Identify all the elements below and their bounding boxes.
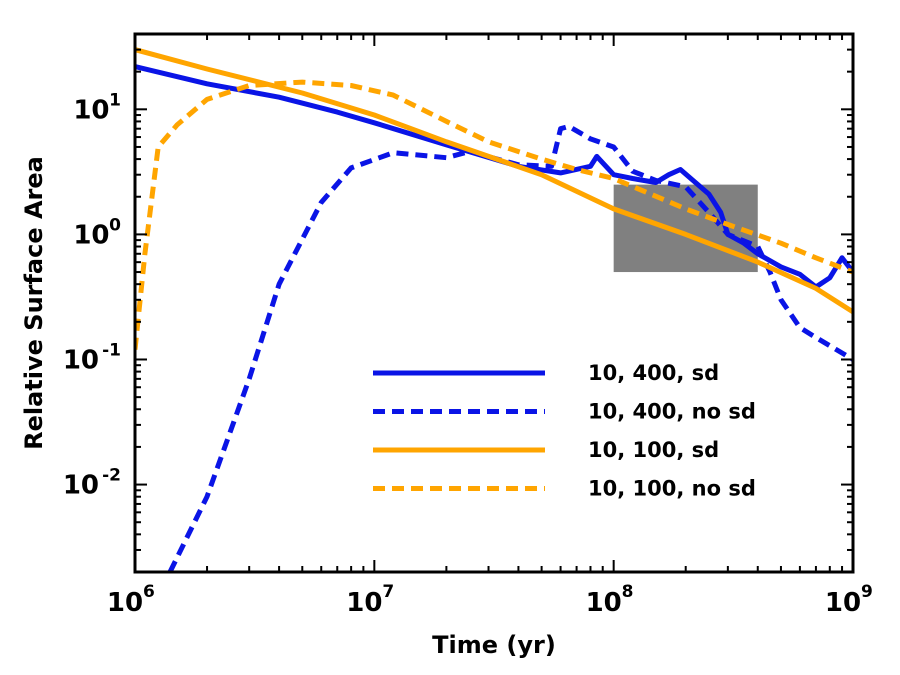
plot-area bbox=[135, 47, 853, 572]
x-tick-base: 10 bbox=[586, 588, 622, 618]
y-tick-base: 10 bbox=[63, 345, 99, 375]
legend-label-2: 10, 400, no sd bbox=[588, 400, 756, 424]
legend-label-1: 10, 400, sd bbox=[588, 361, 719, 385]
series-layer bbox=[135, 47, 853, 572]
series-line-4 bbox=[135, 79, 853, 350]
y-tick-exponent: 0 bbox=[109, 215, 121, 235]
y-tick-label: -210 bbox=[63, 466, 121, 501]
legend-label-3: 10, 100, sd bbox=[588, 438, 719, 462]
plot-frame bbox=[133, 32, 855, 574]
x-tick-label: 10 7 bbox=[346, 582, 394, 618]
y-tick-base: 10 bbox=[63, 471, 99, 501]
y-tick-label: 110 bbox=[73, 90, 121, 125]
shaded-region bbox=[613, 184, 758, 273]
y-tick-exponent: -1 bbox=[102, 340, 121, 360]
ticks-layer bbox=[134, 33, 854, 573]
x-tick-exponent: 6 bbox=[143, 582, 155, 602]
x-tick-label: 10 8 bbox=[586, 582, 634, 618]
x-tick-label: 10 6 bbox=[107, 582, 155, 618]
y-tick-base: 10 bbox=[73, 95, 109, 125]
series-line-1 bbox=[135, 64, 853, 290]
x-tick-base: 10 bbox=[346, 588, 382, 618]
x-tick-exponent: 7 bbox=[382, 582, 394, 602]
legend: 10, 400, sd 10, 400, no sd 10, 100, sd 10, … bbox=[373, 361, 756, 501]
x-tick-exponent: 8 bbox=[622, 582, 634, 602]
x-tick-exponent: 9 bbox=[861, 582, 873, 602]
x-axis-label: Time (yr) bbox=[432, 631, 556, 659]
y-tick-base: 10 bbox=[73, 220, 109, 250]
y-axis-label: Relative Surface Area bbox=[20, 156, 48, 450]
y-tick-label: -110 bbox=[63, 340, 121, 375]
y-tick-exponent: 1 bbox=[109, 90, 121, 110]
series-line-3 bbox=[135, 47, 853, 315]
x-tick-base: 10 bbox=[107, 588, 143, 618]
y-tick-label: 010 bbox=[73, 215, 121, 250]
y-tick-exponent: -2 bbox=[102, 466, 121, 486]
legend-label-4: 10, 100, no sd bbox=[588, 477, 756, 501]
x-tick-base: 10 bbox=[825, 588, 861, 618]
x-tick-label: 10 9 bbox=[825, 582, 873, 618]
